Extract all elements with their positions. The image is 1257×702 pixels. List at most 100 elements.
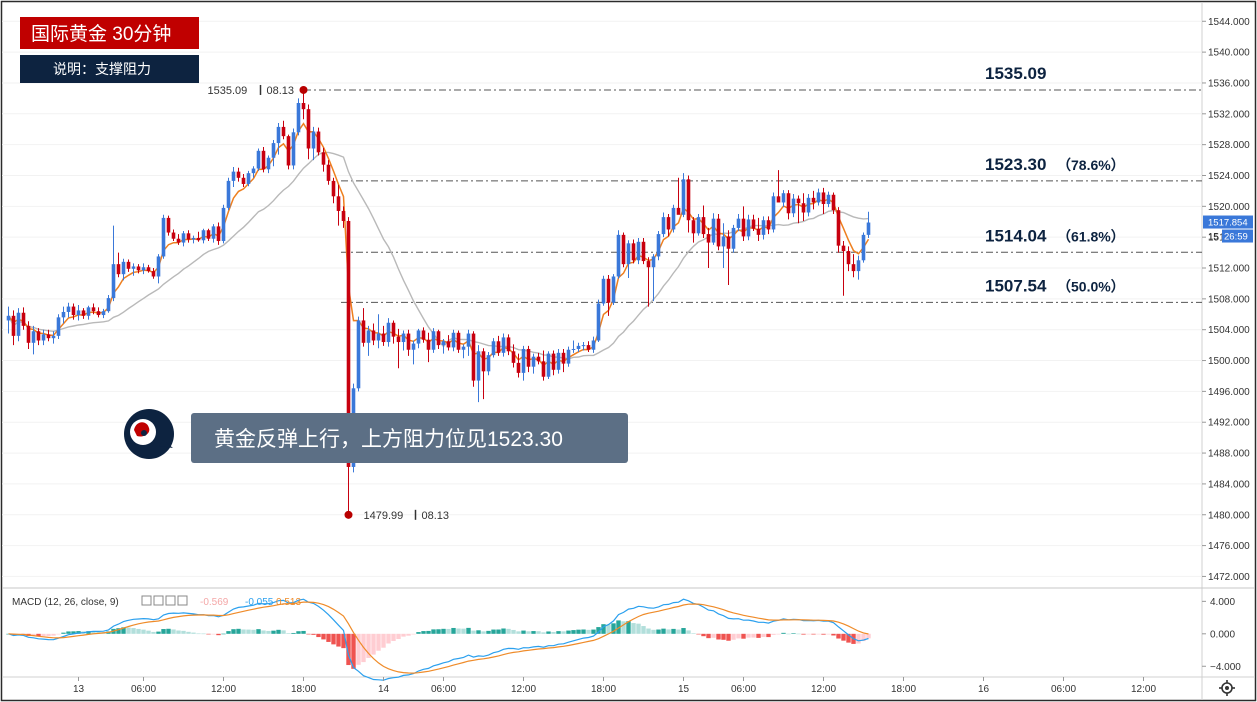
macd-histogram-bar	[861, 633, 866, 642]
candle	[561, 348, 566, 373]
candle-body	[696, 217, 701, 234]
macd-histogram-bar	[636, 623, 641, 634]
high-marker-dot	[299, 85, 308, 94]
candle	[346, 217, 351, 515]
candle-body	[866, 222, 871, 235]
countdown-badge	[1222, 229, 1253, 243]
macd-histogram-bar	[181, 630, 186, 634]
macd-histogram-bar	[541, 632, 546, 634]
macd-histogram-bar	[416, 632, 421, 634]
x-tick-label: 16	[978, 684, 990, 695]
last-price-partial-label: 15	[1208, 232, 1219, 243]
candle-body	[711, 218, 716, 243]
y-tick-label: 1480.000	[1208, 510, 1250, 521]
macd-histogram-bar	[576, 629, 581, 634]
price-axis[interactable]: 1544.000 1540.000 1536.000 1532.000 1528.000…	[1202, 17, 1253, 583]
candle-body	[746, 219, 751, 237]
candle-body	[261, 150, 266, 170]
macd-histogram-bar	[686, 630, 691, 634]
candle	[261, 146, 266, 173]
candle	[336, 184, 341, 226]
x-tick-label: 18:00	[291, 684, 316, 695]
macd-histogram-bar	[501, 628, 506, 634]
candle	[211, 224, 216, 243]
candle	[136, 264, 141, 274]
macd-histogram-bar	[131, 628, 136, 634]
macd-histogram-bar	[606, 624, 611, 634]
candle-body	[436, 331, 441, 346]
candle	[146, 264, 151, 273]
x-tick-label: 12:00	[1131, 684, 1156, 695]
candle-body	[811, 197, 816, 203]
candlestick-series	[6, 89, 871, 515]
candle-body	[616, 234, 621, 277]
candle	[866, 211, 871, 238]
x-tick-label: 12:00	[211, 684, 236, 695]
macd-histogram-bar	[376, 633, 381, 651]
candle	[636, 237, 641, 265]
chart-title: 国际黄金 30分钟	[31, 23, 171, 45]
low-marker-dot	[344, 510, 353, 519]
y-tick-label: 1472.000	[1208, 572, 1250, 583]
candle	[631, 239, 636, 264]
macd-histogram-bar	[451, 627, 456, 634]
candle	[451, 329, 456, 352]
macd-histogram-bar	[726, 633, 731, 641]
macd-histogram-bar	[261, 630, 266, 634]
candle-body	[516, 362, 521, 373]
legend-control-icon	[153, 595, 164, 606]
candle	[791, 193, 796, 218]
gear-icon[interactable]	[1219, 680, 1235, 696]
macd-histogram-bar	[461, 628, 466, 634]
candle	[731, 224, 736, 253]
macd-histogram-bar	[331, 633, 336, 645]
macd-histogram-bar	[301, 630, 306, 634]
x-tick-label: 12:00	[511, 684, 536, 695]
macd-histogram-bar	[741, 633, 746, 639]
macd-histogram-bar	[476, 630, 481, 634]
macd-histogram-bar	[546, 631, 551, 634]
candle-body	[191, 237, 196, 240]
candle-body	[391, 322, 396, 337]
time-axis[interactable]: 13 06:00 12:00 18:00 14 06:00 12:00 18:00 15 06:0…	[73, 677, 1157, 695]
candle	[616, 230, 621, 279]
candle-body	[121, 261, 126, 275]
candle	[661, 212, 666, 238]
macd-histogram-bar	[346, 633, 351, 666]
macd-histogram-bar	[401, 633, 406, 637]
candle	[91, 303, 96, 315]
x-tick-label: 18:00	[591, 684, 616, 695]
macd-histogram-bar	[831, 633, 836, 636]
candle-body	[176, 238, 181, 243]
last-price-label: 1517.854	[1208, 218, 1248, 229]
macd-histogram-bar	[241, 629, 246, 634]
candle-body	[666, 217, 671, 230]
macd-histogram-bar	[311, 633, 316, 635]
candle	[401, 330, 406, 351]
candle	[541, 350, 546, 381]
candle	[536, 352, 541, 365]
macd-histogram-bar	[46, 633, 51, 637]
candle	[466, 329, 471, 356]
candle-body	[21, 312, 26, 326]
candle-body	[376, 333, 381, 341]
level-percent: （61.8%）	[1057, 228, 1125, 244]
candle	[101, 308, 106, 319]
candle	[801, 193, 806, 221]
macd-histogram-bar	[306, 633, 311, 635]
x-tick-label: 06:00	[131, 684, 156, 695]
candle	[331, 177, 336, 204]
macd-histogram-bar	[811, 633, 816, 635]
candle	[311, 126, 316, 161]
candle-body	[331, 180, 336, 197]
macd-histogram-bar	[801, 633, 806, 635]
candle-body	[256, 150, 261, 169]
candle-body	[511, 351, 516, 363]
candle	[441, 338, 446, 354]
macd-histogram-bar	[641, 626, 646, 634]
legend-control-icon	[165, 595, 176, 606]
macd-histogram-bar	[481, 631, 486, 634]
signal-line	[8, 601, 869, 674]
candle	[521, 345, 526, 381]
macd-value: -0.055	[245, 597, 274, 608]
